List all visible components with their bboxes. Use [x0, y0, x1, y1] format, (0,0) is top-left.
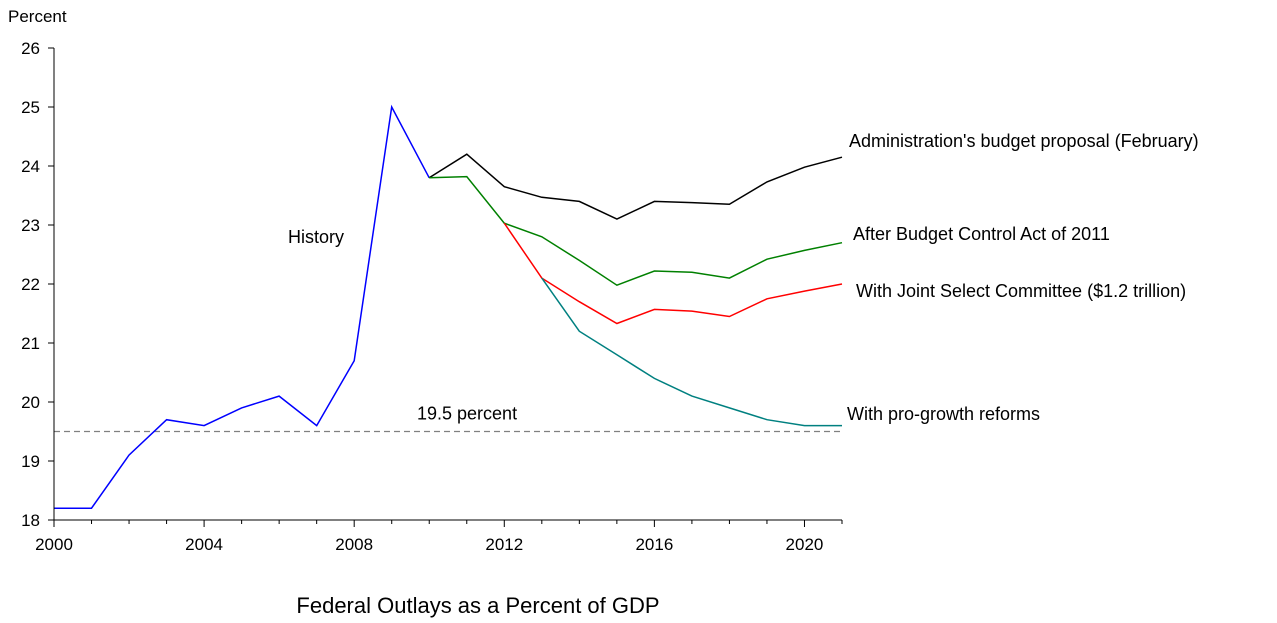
series-label-2: After Budget Control Act of 2011 — [853, 224, 1110, 244]
series-line-3 — [503, 222, 843, 325]
series-label-0: History — [288, 227, 344, 247]
x-tick-label: 2012 — [485, 535, 523, 554]
y-axis-label: Percent — [8, 7, 67, 26]
series-line-0 — [54, 104, 430, 509]
y-tick-label: 21 — [21, 334, 40, 353]
series-label-3: With Joint Select Committee ($1.2 trilli… — [856, 281, 1186, 301]
axes: 18 19 20 21 22 23 24 25 26 2000 2004 2008 2012 2016 20… — [21, 39, 843, 554]
y-tick-label: 26 — [21, 39, 40, 58]
y-tick-label: 22 — [21, 275, 40, 294]
x-tick-label: 2016 — [635, 535, 673, 554]
series-line-4 — [541, 277, 842, 427]
series-label-4: With pro-growth reforms — [847, 404, 1040, 424]
chart-title: Federal Outlays as a Percent of GDP — [296, 593, 659, 618]
series-line-1 — [428, 153, 843, 220]
x-tick-label: 2008 — [335, 535, 373, 554]
x-tick-label: 2020 — [786, 535, 824, 554]
y-tick-label: 18 — [21, 511, 40, 530]
y-tick-label: 19 — [21, 452, 40, 471]
series-labels: History Administration's budget proposal … — [288, 131, 1199, 424]
x-tick-label: 2004 — [185, 535, 223, 554]
reference-line-group: 19.5 percent — [54, 404, 842, 433]
y-tick-label: 20 — [21, 393, 40, 412]
reference-line-label: 19.5 percent — [417, 404, 517, 424]
x-tick-label: 2000 — [35, 535, 73, 554]
series-group — [54, 104, 843, 509]
series-label-1: Administration's budget proposal (Februa… — [849, 131, 1199, 151]
y-tick-label: 24 — [21, 157, 40, 176]
series-line-2 — [429, 175, 843, 287]
y-tick-label: 23 — [21, 216, 40, 235]
y-tick-label: 25 — [21, 98, 40, 117]
